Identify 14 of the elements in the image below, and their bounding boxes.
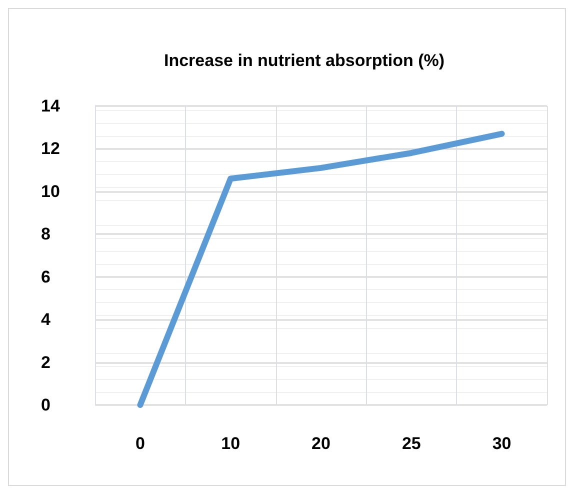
y-tick-label: 4 bbox=[41, 310, 51, 330]
y-tick-label: 8 bbox=[41, 224, 50, 244]
x-tick-label: 10 bbox=[221, 434, 240, 453]
x-tick-label: 30 bbox=[492, 434, 512, 453]
y-tick-label: 10 bbox=[41, 182, 60, 201]
x-tick-label: 20 bbox=[312, 434, 330, 453]
chart-title: Increase in nutrient absorption (%) bbox=[164, 51, 445, 70]
x-tick-label: 25 bbox=[402, 434, 421, 453]
y-tick-label: 2 bbox=[41, 352, 50, 372]
x-tick-label: 0 bbox=[135, 434, 145, 453]
y-tick-label: 14 bbox=[41, 96, 60, 116]
y-tick-label: 12 bbox=[41, 139, 60, 158]
y-tick-label: 0 bbox=[41, 396, 50, 414]
y-tick-label: 6 bbox=[41, 267, 50, 286]
